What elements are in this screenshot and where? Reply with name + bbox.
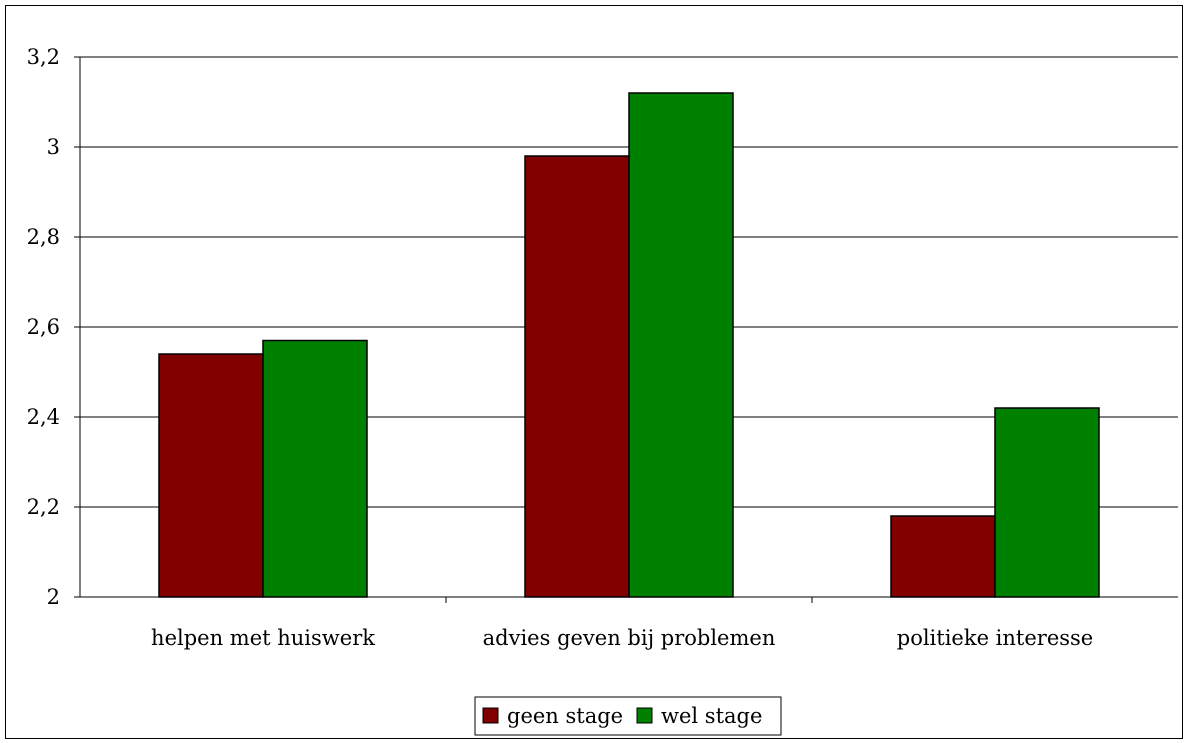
bar-geen-stage bbox=[524, 155, 630, 598]
x-tick-label: advies geven bij problemen bbox=[483, 626, 776, 650]
y-tick-label: 2,2 bbox=[27, 495, 60, 519]
bar-wel-stage bbox=[628, 92, 734, 598]
bar-geen-stage bbox=[158, 353, 264, 598]
y-tick-label: 2 bbox=[47, 585, 60, 609]
legend-label-geen-stage: geen stage bbox=[507, 704, 623, 728]
bar-geen-stage bbox=[890, 515, 996, 598]
bar-wel-stage bbox=[262, 339, 368, 598]
x-tick-label: politieke interesse bbox=[897, 626, 1094, 650]
legend-box bbox=[474, 696, 782, 736]
axes: 2 2,2 2,4 2,6 2,8 3 3,2 helpen met huiswerk advi… bbox=[27, 45, 1178, 650]
y-tick-label: 3 bbox=[47, 135, 60, 159]
legend: geen stage wel stage bbox=[474, 696, 782, 736]
y-tick-label: 2,4 bbox=[27, 405, 60, 429]
legend-swatch-wel-stage bbox=[636, 707, 653, 724]
legend-swatch-geen-stage bbox=[482, 707, 499, 724]
bars bbox=[158, 92, 1100, 598]
bar-wel-stage bbox=[994, 407, 1100, 598]
y-tick-label: 2,8 bbox=[27, 225, 60, 249]
legend-label-wel-stage: wel stage bbox=[661, 704, 762, 728]
y-tick-label: 2,6 bbox=[27, 315, 60, 339]
y-tick-label: 3,2 bbox=[27, 45, 60, 69]
x-tick-label: helpen met huiswerk bbox=[151, 626, 375, 650]
